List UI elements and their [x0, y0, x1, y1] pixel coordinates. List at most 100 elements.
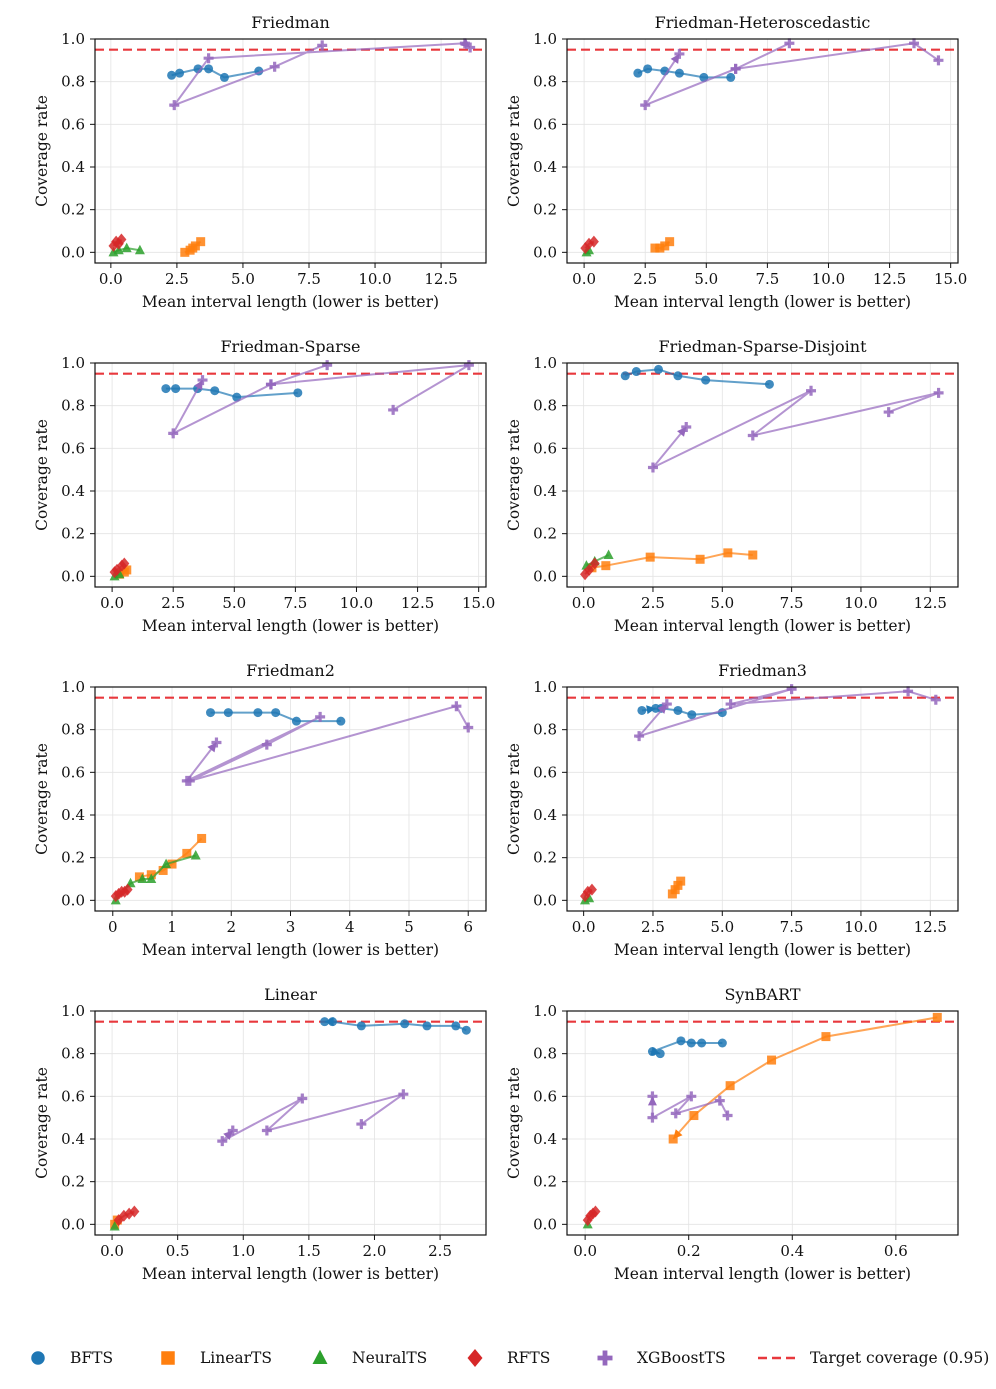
y-tick-label: 0.6 [533, 763, 557, 781]
data-point [726, 72, 736, 82]
data-point [806, 385, 817, 396]
data-point [196, 237, 206, 247]
series-line [324, 1020, 467, 1032]
series-linearts [180, 237, 206, 257]
x-axis-label: Mean interval length (lower is better) [614, 617, 911, 635]
series-line [186, 705, 470, 782]
y-tick-label: 0.8 [533, 721, 557, 739]
x-tick-label: 12.5 [401, 594, 434, 612]
data-point [134, 872, 144, 882]
data-point [932, 1012, 942, 1022]
x-tick-label: 1 [167, 918, 177, 936]
direction-arrow [650, 1046, 661, 1056]
axes-frame [566, 686, 959, 912]
data-point [903, 686, 914, 697]
series-linearts [587, 548, 758, 573]
series-line [652, 389, 939, 469]
x-tick-label: 0.6 [884, 1242, 908, 1260]
data-point [786, 684, 797, 695]
chart-friedman: 0.0 2.5 5.0 7.5 10.0 12.5 0.0 0.2 0.4 0.6 0.8 1.0 Fr… [33, 13, 487, 311]
data-point [190, 850, 201, 860]
x-tick-label: 0.4 [780, 1242, 804, 1260]
y-tick-label: 0.2 [61, 201, 85, 219]
series-rfts [580, 557, 600, 581]
data-point [463, 360, 474, 371]
y-axis-label: Coverage rate [505, 419, 523, 531]
legend-label: NeuralTS [352, 1349, 427, 1367]
data-point [645, 552, 655, 562]
y-tick-label: 0.2 [533, 201, 557, 219]
data-point [219, 72, 229, 82]
y-tick-label: 0.4 [533, 482, 557, 500]
y-tick-label: 0.4 [61, 806, 85, 824]
x-axis-label: Mean interval length (lower is better) [142, 941, 439, 959]
y-axis-label: Coverage rate [33, 95, 51, 207]
direction-arrow [677, 427, 687, 437]
data-point [315, 711, 326, 722]
data-point [269, 61, 280, 72]
x-tick-label: 2 [226, 918, 236, 936]
y-tick-label: 0.4 [533, 158, 557, 176]
y-tick-label: 0.6 [533, 115, 557, 133]
series-bfts [167, 64, 264, 82]
legend-item-bfts: BFTS [31, 1349, 113, 1367]
legend-label: BFTS [70, 1349, 113, 1367]
data-point [784, 38, 795, 49]
y-tick-label: 0.0 [61, 891, 85, 909]
x-tick-label: 2.0 [363, 1242, 387, 1260]
x-tick-label: 2.5 [641, 594, 665, 612]
chart-title: Friedman [251, 13, 330, 32]
direction-arrow [324, 1017, 334, 1027]
data-point [168, 428, 179, 439]
data-point [670, 1108, 681, 1119]
data-point [933, 387, 944, 398]
data-point [821, 1032, 831, 1042]
series-linearts [667, 876, 686, 899]
data-point [197, 833, 207, 843]
direction-arrow [673, 1129, 683, 1139]
x-tick-label: 7.5 [780, 918, 804, 936]
y-tick-label: 0.2 [61, 525, 85, 543]
y-tick-label: 0.6 [61, 1087, 85, 1105]
data-point [647, 1112, 658, 1123]
data-point [725, 1081, 735, 1091]
y-tick-label: 0.0 [533, 891, 557, 909]
axes-frame [94, 1010, 487, 1236]
y-tick-label: 1.0 [533, 678, 557, 696]
y-tick-label: 0.8 [61, 397, 85, 415]
x-tick-label: 12.5 [424, 270, 457, 288]
series-line [171, 67, 259, 79]
data-point [167, 859, 177, 869]
data-point [665, 237, 675, 247]
data-point [161, 858, 172, 869]
data-point [158, 865, 168, 875]
y-tick-label: 1.0 [61, 354, 85, 372]
data-point [714, 1095, 725, 1106]
series-bfts [633, 64, 736, 82]
chart-friedman-sparse: 0.0 2.5 5.0 7.5 10.0 12.5 15.0 0.0 0.2 0.4 0.6 0.8 1… [33, 337, 495, 635]
x-tick-label: 10.0 [812, 270, 845, 288]
chart-title: Friedman-Sparse [220, 337, 360, 356]
y-tick-label: 1.0 [61, 678, 85, 696]
series-bfts [647, 1036, 727, 1059]
data-point [655, 243, 665, 253]
x-tick-label: 0.0 [572, 594, 596, 612]
data-point [603, 549, 614, 559]
data-point [640, 100, 651, 111]
series-line [165, 387, 298, 399]
series-xgboostts [181, 701, 474, 786]
series-xgboostts [730, 38, 795, 74]
data-point [588, 235, 599, 248]
series-rfts [109, 557, 130, 579]
series-xgboostts [647, 1091, 733, 1123]
direction-arrow [194, 380, 203, 391]
data-point [643, 64, 653, 74]
data-point [650, 243, 660, 253]
x-tick-label: 7.5 [780, 594, 804, 612]
series-rfts [110, 883, 133, 903]
series-line [735, 42, 790, 70]
x-tick-label: 5.0 [694, 270, 718, 288]
y-tick-label: 1.0 [61, 30, 85, 48]
x-tick-label: 15.0 [934, 270, 967, 288]
y-tick-label: 0.4 [61, 158, 85, 176]
